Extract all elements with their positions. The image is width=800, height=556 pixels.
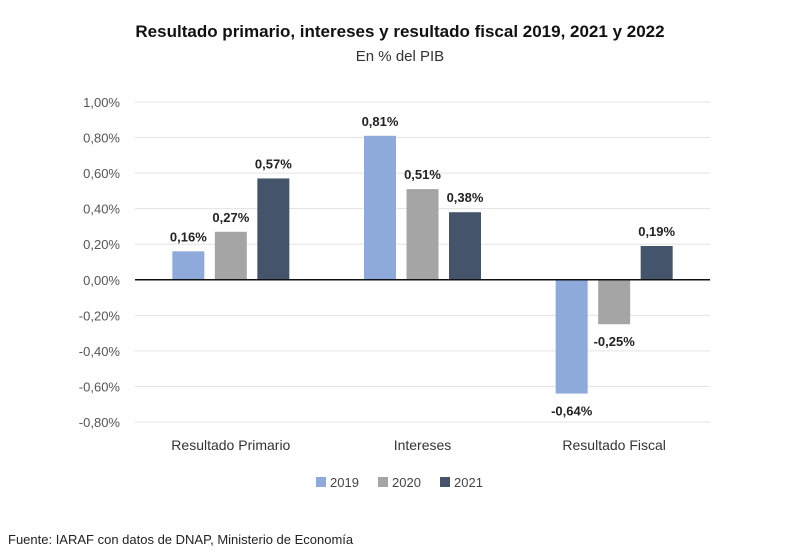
- x-category-label: Resultado Fiscal: [562, 437, 666, 453]
- data-label: -0,25%: [594, 334, 636, 349]
- data-label: 0,38%: [447, 190, 484, 205]
- chart-title: Resultado primario, intereses y resultad…: [135, 22, 665, 41]
- bar-2019: [555, 279, 588, 394]
- y-tick-label: 0,40%: [83, 202, 120, 217]
- y-tick-label: -0,40%: [79, 344, 121, 359]
- bar-2020: [214, 231, 247, 280]
- y-tick-label: -0,80%: [79, 415, 121, 430]
- bar-2020: [406, 189, 439, 280]
- y-tick-label: 1,00%: [83, 95, 120, 110]
- y-tick-label: 0,80%: [83, 131, 120, 146]
- bar-2020: [598, 279, 631, 325]
- data-label: 0,16%: [170, 229, 207, 244]
- y-tick-label: 0,60%: [83, 166, 120, 181]
- y-tick-label: 0,00%: [83, 273, 120, 288]
- legend-swatch-2020: [378, 477, 388, 487]
- bar-2019: [364, 135, 396, 280]
- data-label: 0,81%: [362, 114, 399, 129]
- y-tick-label: -0,60%: [79, 379, 121, 394]
- data-label: 0,57%: [255, 156, 292, 171]
- data-label: 0,51%: [404, 167, 441, 182]
- bar-2021: [257, 178, 290, 280]
- bar-2021: [449, 212, 481, 280]
- source-note: Fuente: IARAF con datos de DNAP, Ministe…: [8, 532, 354, 547]
- bar-2021: [640, 246, 673, 280]
- data-label: 0,19%: [638, 224, 675, 239]
- x-category-label: Resultado Primario: [171, 437, 290, 453]
- x-category-label: Intereses: [394, 437, 452, 453]
- y-tick-label: 0,20%: [83, 237, 120, 252]
- data-label: 0,27%: [212, 210, 249, 225]
- legend-label: 2021: [454, 475, 483, 490]
- bar-2019: [172, 251, 205, 280]
- legend-swatch-2021: [440, 477, 450, 487]
- legend-label: 2020: [392, 475, 421, 490]
- chart-subtitle: En % del PIB: [355, 48, 445, 65]
- legend-label: 2019: [330, 475, 359, 490]
- legend-swatch-2019: [316, 477, 326, 487]
- data-label: -0,64%: [551, 404, 593, 419]
- y-tick-label: -0,20%: [79, 308, 121, 323]
